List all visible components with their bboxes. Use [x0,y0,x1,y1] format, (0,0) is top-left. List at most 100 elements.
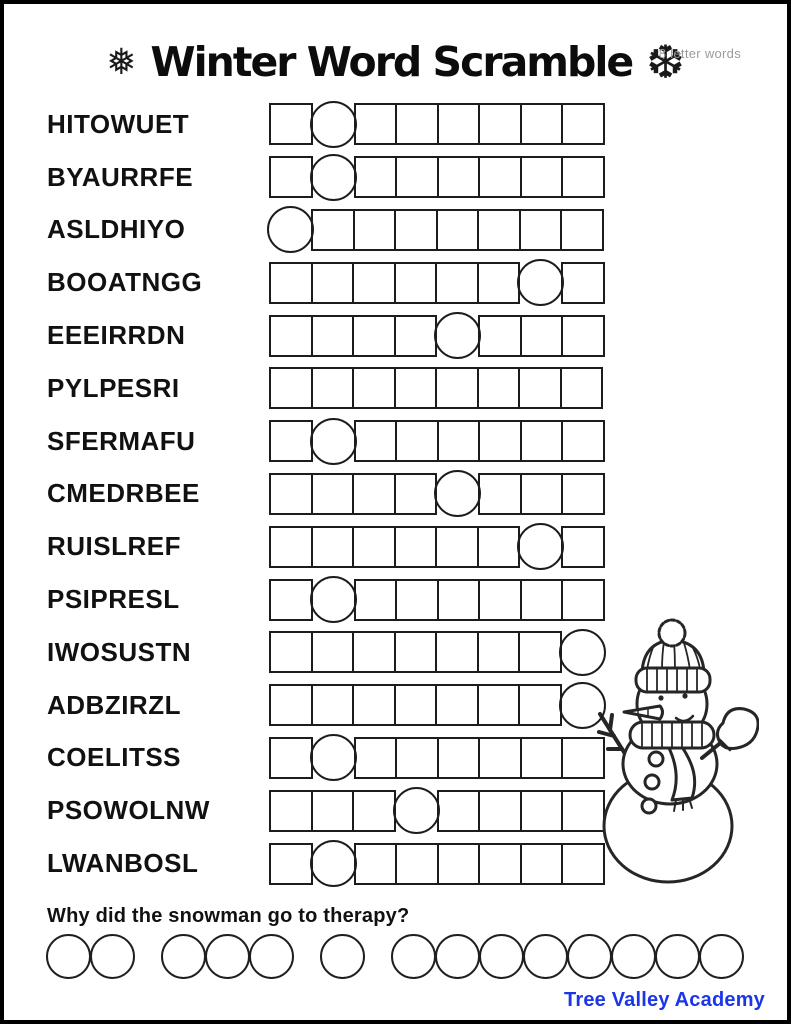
circled-letter-box [558,681,606,729]
letter-box [395,578,439,621]
letter-box [393,261,437,304]
letter-box [395,842,439,885]
letter-box [435,684,479,727]
word-row: PSOWOLNW [47,784,605,837]
letter-box [561,103,605,146]
scrambled-word-label: PSOWOLNW [47,795,210,826]
letter-box [310,789,354,832]
letter-box [353,736,397,779]
circled-letter-box [434,312,481,360]
letter-box [519,578,563,621]
answer-letter-circle [90,934,135,979]
letter-box [269,367,313,410]
letter-box [436,420,480,463]
carrot-nose [622,704,664,721]
letter-box [310,684,354,727]
letter-boxes [269,100,605,148]
letter-box [478,156,522,199]
letter-box [394,208,438,251]
letter-box [393,367,437,410]
mitten [716,707,760,750]
answer-letter-circle [249,934,294,979]
word-row: PYLPESRI [47,362,605,415]
letter-box [395,420,439,463]
letter-box [310,525,354,568]
answer-letter-circle [655,934,700,979]
letter-boxes [267,206,604,254]
circled-letter-box [309,576,357,624]
scrambled-word-label: PYLPESRI [47,372,180,403]
scrambled-word-label: LWANBOSL [47,848,199,879]
letter-box [478,103,522,146]
scrambled-word-label: RUISLREF [47,531,181,562]
letter-box [519,103,563,146]
answer-letter-circle [391,934,436,979]
letter-box [269,261,313,304]
letter-box [269,631,313,674]
letter-box [269,842,313,885]
button [640,797,658,815]
word-row: RUISLREF [47,520,605,573]
letter-box [476,631,520,674]
letter-box [393,472,437,515]
letter-boxes [269,840,605,888]
word-row: COELITSS [47,732,605,785]
letter-box [478,472,522,515]
letter-box [518,631,562,674]
scramble-rows: HITOWUET BYAURRFE ASLDHIYO BOOATNGG EEEIRRDN… [47,98,606,890]
answer-letter-circle [320,934,365,979]
answer-letter-circle [479,934,524,979]
letter-box [561,156,605,199]
answer-letter-circle [46,934,91,979]
scrambled-word-label: PSIPRESL [47,584,180,615]
letter-boxes [269,153,605,201]
answer-word-group [46,934,135,979]
letter-box [352,684,396,727]
letter-box [269,578,313,621]
snowflake-icon: ❅ [106,41,137,82]
letter-box [352,472,396,515]
answer-letter-circle [611,934,656,979]
letter-box [311,208,355,251]
letter-box [393,525,437,568]
letter-box [269,314,313,357]
letter-box [561,789,605,832]
answer-letter-circle [699,934,744,979]
letter-box [310,367,354,410]
word-row: EEEIRRDN [47,309,605,362]
letter-box [435,208,479,251]
letter-box [436,736,480,779]
letter-box [436,578,480,621]
letter-box [395,736,439,779]
letter-box [395,103,439,146]
letter-boxes [269,523,605,571]
answer-word-group [391,934,744,979]
letter-box [478,578,522,621]
letter-box [560,208,604,251]
word-row: LWANBOSL [47,837,605,890]
letter-box [435,525,479,568]
answer-circles-row [46,934,744,979]
letter-box [436,842,480,885]
letter-box [269,525,313,568]
brand-footer: Tree Valley Academy [564,989,765,1011]
circled-letter-box [517,259,564,307]
snowman-illustration [584,616,760,891]
page-title: Winter Word Scramble [150,38,634,86]
letter-box [519,736,563,779]
scrambled-word-label: BYAURRFE [47,161,194,192]
letter-box [476,684,520,727]
letter-box [435,261,479,304]
answer-word-group [320,934,365,979]
letter-box [352,314,396,357]
scarf-tail [666,742,697,802]
circled-letter-box [309,417,357,465]
answer-letter-circle [205,934,250,979]
letter-box [478,314,522,357]
letter-box [435,367,479,410]
letter-box [519,472,563,515]
letter-box [436,156,480,199]
letter-box [269,472,313,515]
letter-box [518,208,562,251]
